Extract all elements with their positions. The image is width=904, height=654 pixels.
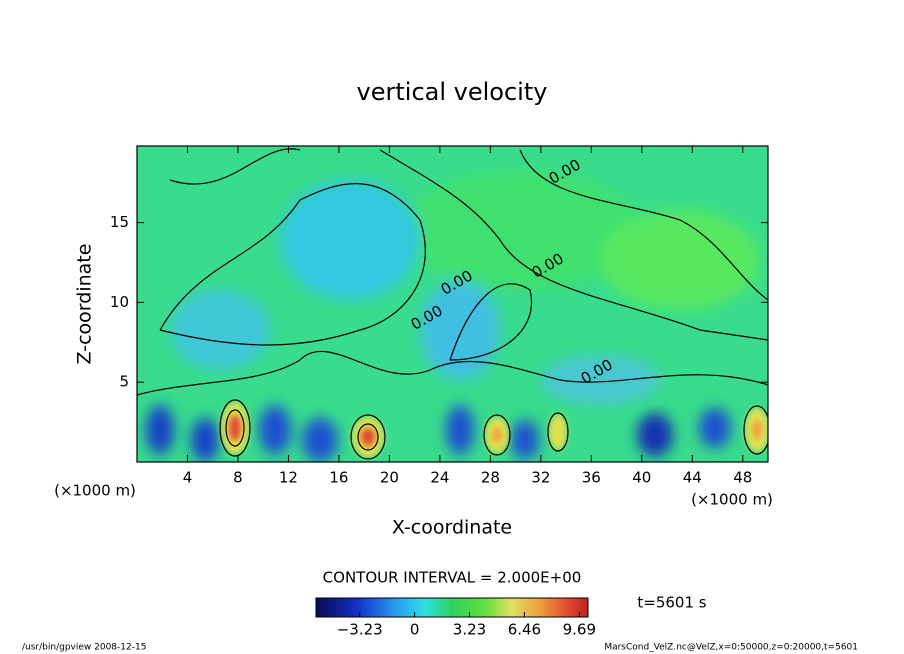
colorbar-tick-label: 0 <box>410 621 420 639</box>
x-tick-label: 4 <box>183 469 193 487</box>
x-tick-label: 16 <box>329 469 348 487</box>
x-unit: (×1000 m) <box>691 491 773 509</box>
colorbar <box>315 597 589 618</box>
x-axis-label: X-coordinate <box>392 517 512 539</box>
footer-right: MarsCond_VelZ.nc@VelZ,x=0:50000,z=0:2000… <box>604 643 858 653</box>
y-unit: (×1000 m) <box>54 482 136 500</box>
y-tick-label: 5 <box>119 373 129 391</box>
contour-interval: CONTOUR INTERVAL = 2.000E+00 <box>323 569 582 587</box>
x-tick-label: 24 <box>430 469 449 487</box>
x-tick-label: 48 <box>733 469 752 487</box>
x-tick-label: 12 <box>279 469 298 487</box>
colorbar-tick-label: −3.23 <box>337 621 383 639</box>
plot-frame <box>136 145 769 463</box>
y-tick-label: 15 <box>110 213 129 231</box>
x-tick-label: 28 <box>481 469 500 487</box>
colorbar-tick-label: 6.46 <box>508 621 541 639</box>
field <box>137 146 768 462</box>
x-tick-label: 36 <box>582 469 601 487</box>
x-tick-label: 32 <box>531 469 550 487</box>
colorbar-tick-label: 9.69 <box>563 621 596 639</box>
footer-left: /usr/bin/gpview 2008-12-15 <box>22 643 146 653</box>
y-axis-label: Z-coordinate <box>74 244 96 365</box>
chart-title: vertical velocity <box>357 78 548 106</box>
colorbar-tick-label: 3.23 <box>453 621 486 639</box>
x-tick-label: 8 <box>233 469 243 487</box>
y-tick-label: 10 <box>110 293 129 311</box>
x-tick-label: 40 <box>632 469 651 487</box>
time-label: t=5601 s <box>637 594 706 612</box>
x-tick-label: 44 <box>683 469 702 487</box>
x-tick-label: 20 <box>380 469 399 487</box>
